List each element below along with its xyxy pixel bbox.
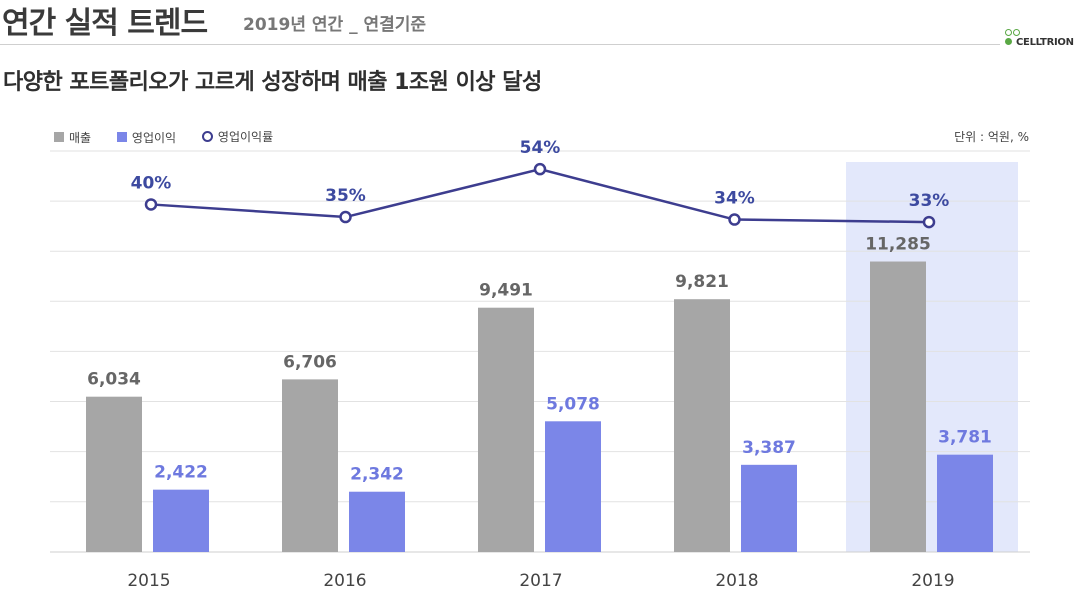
operating-profit-value-label: 2,342 [350,465,404,485]
revenue-bar [282,379,338,552]
headline: 다양한 포트폴리오가 고르게 성장하며 매출 1조원 이상 달성 [3,70,542,95]
revenue-bar [674,299,730,552]
operating-margin-point [922,215,936,229]
operating-margin-point [533,162,547,176]
header-divider [0,44,1000,45]
legend-swatch-revenue [54,132,64,142]
legend-label-revenue: 매출 [69,130,92,145]
legend-label-margin: 영업이익률 [217,130,274,144]
x-tick-label: 2017 [519,571,562,591]
operating-margin-label: 35% [325,186,366,206]
page-subtitle: 2019년 연간 _ 연결기준 [243,15,427,35]
operating-margin-line [150,167,930,224]
operating-profit-value-label: 3,781 [938,428,992,448]
logo-dot-icon [1005,29,1012,36]
operating-margin-label: 54% [520,138,561,158]
revenue-bar [870,261,926,552]
x-tick-label: 2015 [127,571,170,591]
operating-profit-bar [545,421,601,552]
operating-profit-value-label: 2,422 [154,463,208,483]
operating-margin-point [728,213,741,226]
legend-label-operating-profit: 영업이익 [131,130,177,145]
x-tick-label: 2019 [911,571,954,591]
unit-label: 단위 : 억원, % [954,130,1029,144]
operating-margin-label: 34% [714,189,755,209]
logo-dot-icon [1013,29,1020,36]
x-tick-label: 2018 [715,571,758,591]
page-title: 연간 실적 트렌드 [2,6,208,41]
operating-profit-bar [153,489,209,552]
header: 연간 실적 트렌드 2019년 연간 _ 연결기준 CELLTRION [0,0,1081,48]
revenue-value-label: 6,034 [87,370,141,390]
operating-profit-value-label: 5,078 [546,394,600,414]
operating-profit-bar [937,454,993,552]
operating-margin-label: 33% [909,191,950,211]
revenue-bar [86,396,142,552]
legend-marker-margin [201,131,213,142]
operating-margin-point [144,198,158,211]
operating-profit-bar [741,464,797,552]
revenue-value-label: 9,821 [675,272,729,292]
revenue-value-label: 6,706 [283,352,337,372]
chart-legend: 매출 영업이익 영업이익률 [54,128,295,146]
operating-margin-label: 40% [131,173,172,193]
logo-dot-icon [1005,38,1012,45]
company-logo: CELLTRION [1004,28,1080,50]
revenue-bar [478,307,534,552]
revenue-value-label: 11,285 [865,235,931,255]
operating-profit-bar [349,491,405,552]
legend-swatch-operating-profit [116,132,127,142]
operating-profit-value-label: 3,387 [742,438,796,458]
legend-item-revenue: 매출 [54,129,91,146]
legend-item-operating-profit: 영업이익 [116,129,177,146]
operating-margin-point [339,210,352,224]
revenue-value-label: 9,491 [479,281,533,301]
x-tick-label: 2016 [323,571,366,591]
logo-text: CELLTRION [1016,37,1074,48]
legend-item-margin: 영업이익률 [201,128,274,145]
